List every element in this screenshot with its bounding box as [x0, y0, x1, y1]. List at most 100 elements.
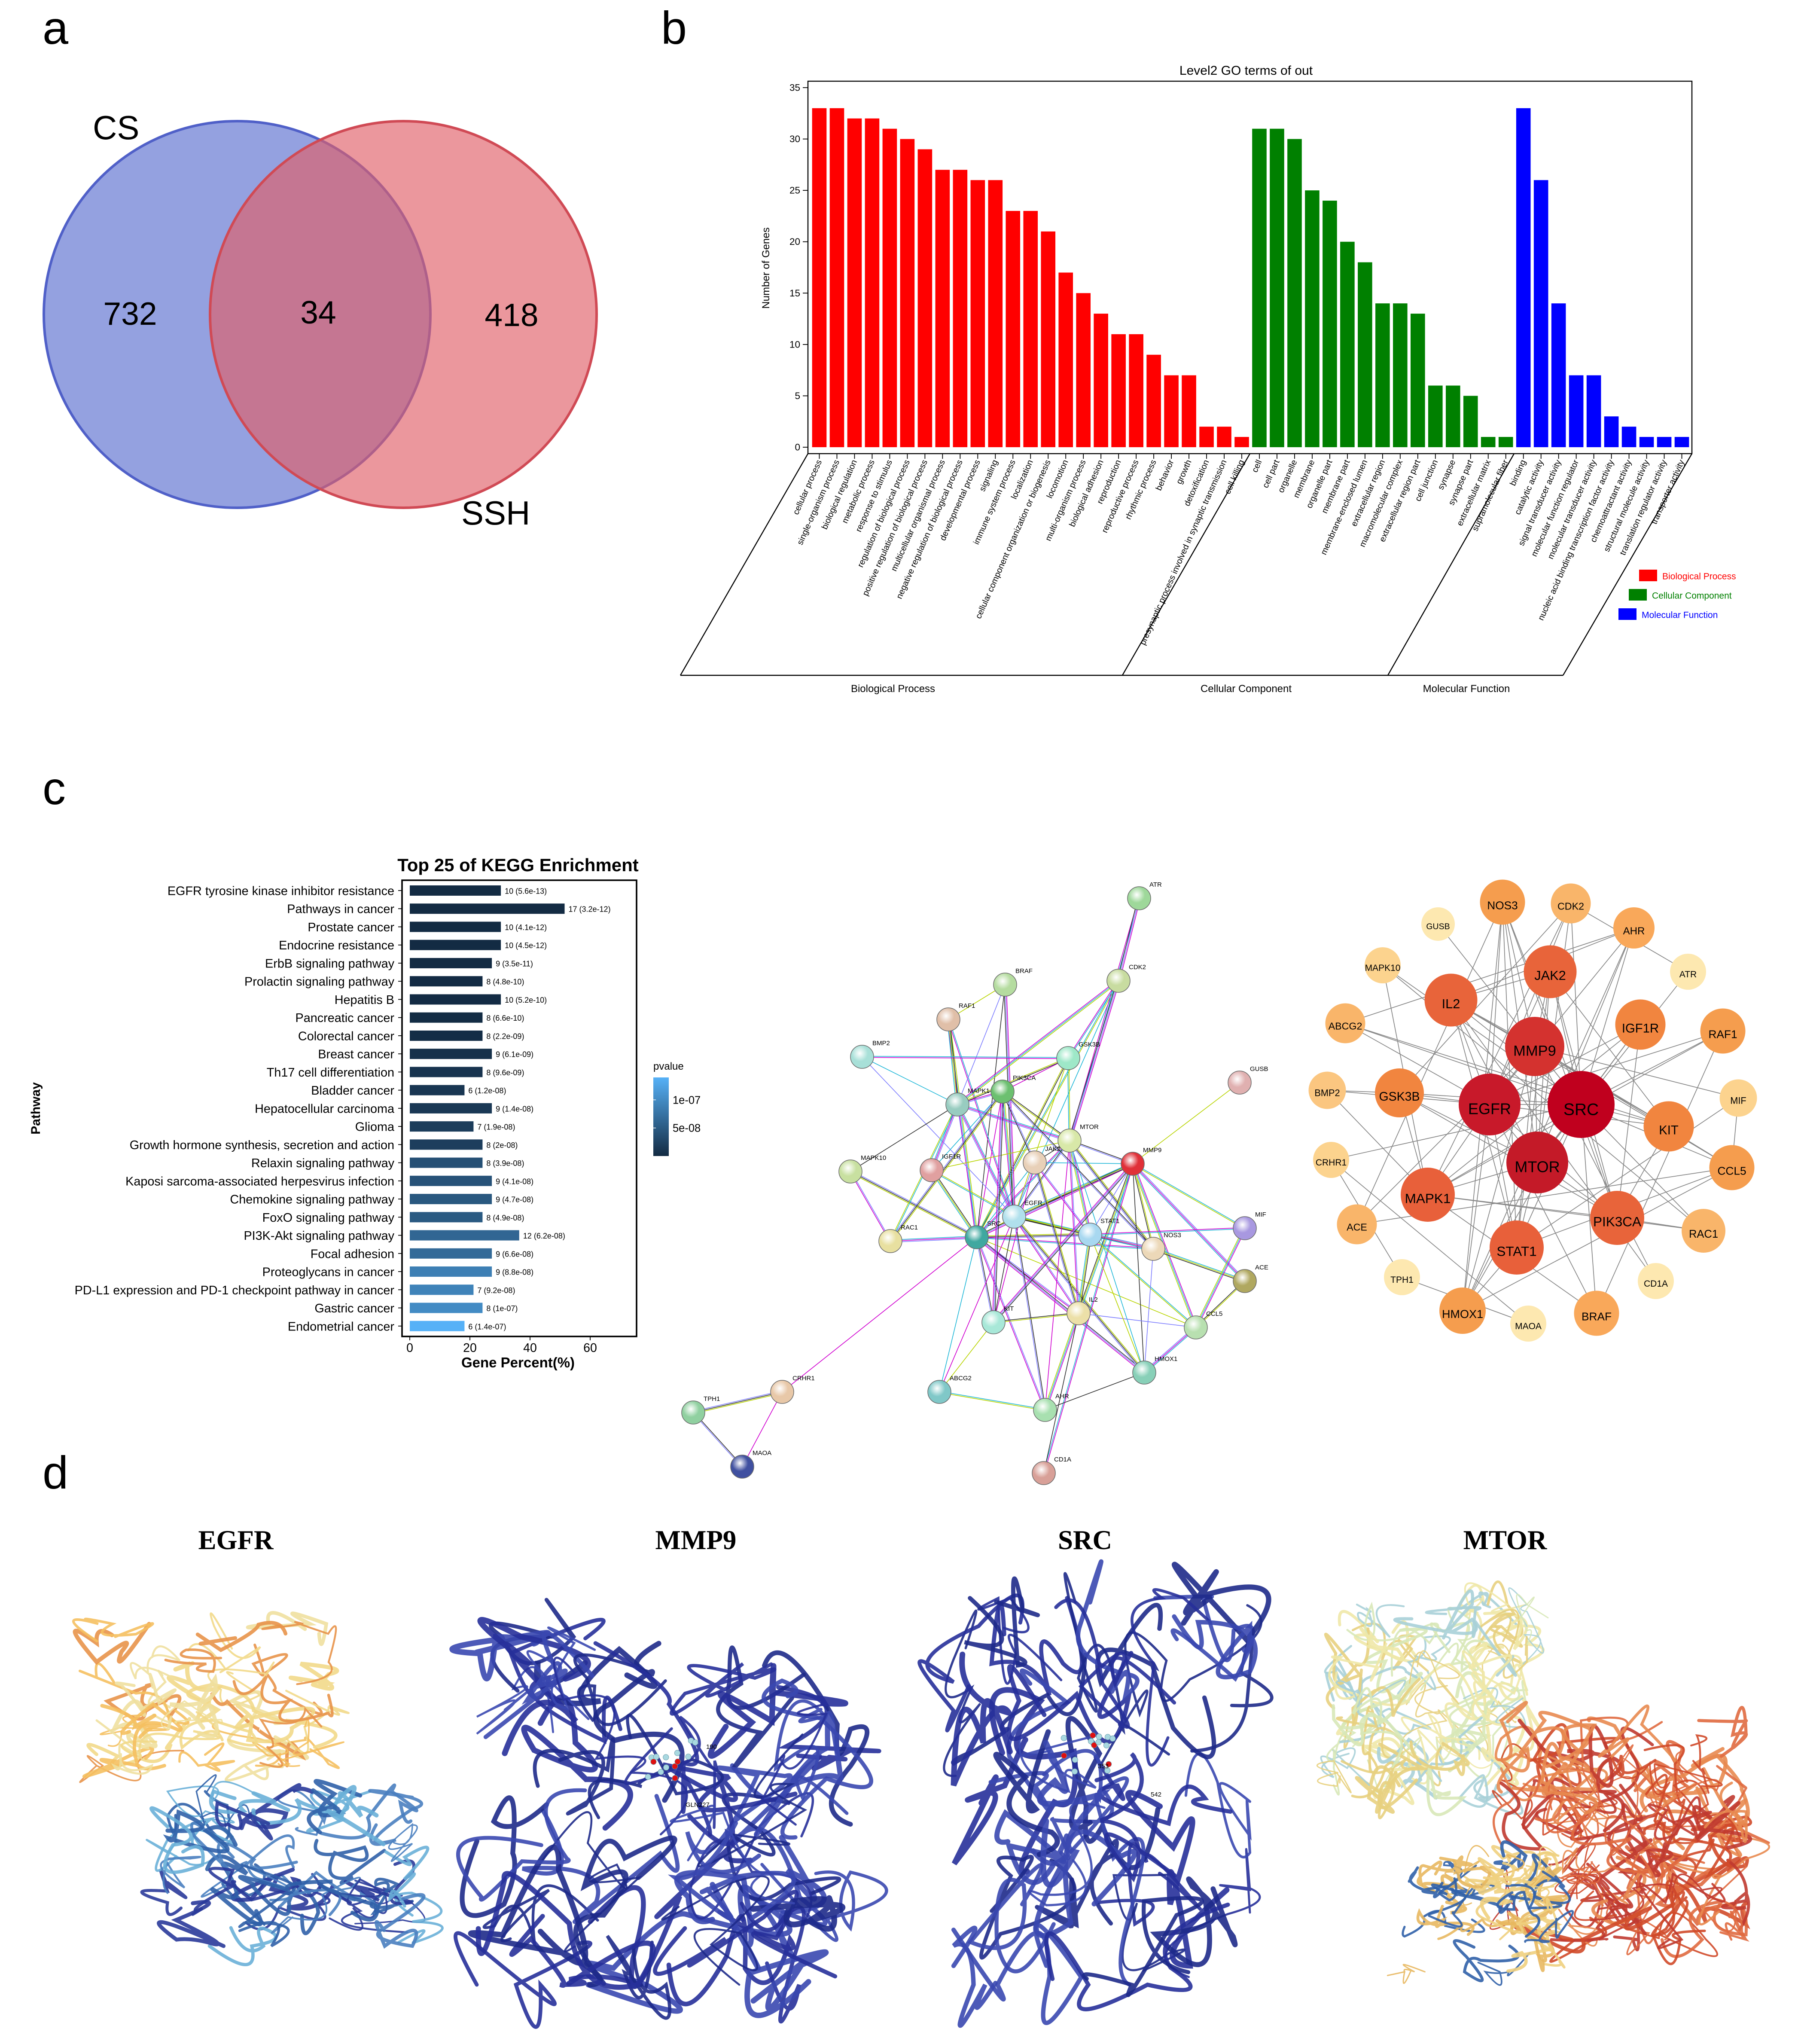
string-node[interactable]: RAC1 — [878, 1224, 918, 1253]
venn-circle-ssh — [209, 120, 598, 509]
go-bar — [1305, 190, 1320, 447]
hub-node[interactable]: HMOX1 — [1439, 1287, 1486, 1334]
go-bar — [1569, 375, 1584, 447]
hub-edge — [1462, 1104, 1490, 1311]
string-node[interactable]: BRAF — [993, 967, 1033, 997]
hub-node[interactable]: MAPK10 — [1365, 947, 1401, 983]
string-node[interactable]: MAOA — [730, 1449, 771, 1479]
string-edge — [939, 1391, 1045, 1410]
hub-node[interactable]: ACE — [1337, 1204, 1377, 1245]
string-node[interactable]: TPH1 — [681, 1395, 720, 1425]
protein-ribbon — [178, 1742, 235, 1772]
egfr-docking-structure — [72, 1611, 444, 1967]
hub-node-label: IL2 — [1442, 996, 1460, 1011]
string-node[interactable]: MAPK10 — [838, 1154, 886, 1184]
string-node[interactable]: BMP2 — [850, 1040, 890, 1069]
hub-node[interactable]: MIF — [1719, 1079, 1757, 1117]
hub-node[interactable]: KIT — [1643, 1101, 1694, 1152]
hub-node[interactable]: MTOR — [1506, 1132, 1568, 1193]
go-bar — [970, 180, 985, 447]
string-node[interactable]: IGF1R — [920, 1153, 961, 1182]
hub-node[interactable]: NOS3 — [1480, 879, 1525, 925]
string-node-label: ABCG2 — [950, 1375, 972, 1382]
hub-node[interactable]: AHR — [1613, 907, 1655, 949]
hub-node[interactable]: CRHR1 — [1313, 1142, 1349, 1178]
string-node[interactable]: STAT1 — [1078, 1217, 1119, 1247]
string-node[interactable]: CRHR1 — [770, 1375, 815, 1404]
mtor-docking-structure — [1317, 1580, 1770, 1986]
hub-node[interactable]: STAT1 — [1490, 1220, 1544, 1275]
hub-node[interactable]: MMP9 — [1505, 1017, 1564, 1076]
string-edge — [850, 1171, 977, 1238]
string-node[interactable]: RAF1 — [936, 1002, 975, 1031]
string-node[interactable]: SRC — [965, 1220, 1001, 1249]
string-node[interactable]: ABCG2 — [927, 1375, 972, 1404]
string-edge — [1045, 1140, 1070, 1410]
hub-node[interactable]: PIK3CA — [1590, 1191, 1644, 1245]
string-node[interactable]: IL2 — [1067, 1296, 1098, 1325]
kegg-pathway-label: EGFR tyrosine kinase inhibitor resistanc… — [168, 885, 394, 898]
string-edge — [1133, 1163, 1198, 1327]
string-node[interactable]: PIK3CA — [990, 1074, 1036, 1104]
residue-label: 542 — [1151, 1791, 1161, 1798]
string-node[interactable]: CCL5 — [1184, 1310, 1222, 1339]
string-node[interactable]: AHR — [1033, 1393, 1069, 1422]
string-edge — [1003, 1091, 1070, 1141]
hub-node[interactable]: IL2 — [1424, 973, 1478, 1027]
string-node[interactable]: HMOX1 — [1132, 1355, 1177, 1385]
protein-ribbon — [653, 1890, 838, 1979]
string-node[interactable]: NOS3 — [1141, 1232, 1181, 1261]
string-node[interactable]: EGFR — [1002, 1199, 1042, 1229]
hub-node[interactable]: CD1A — [1638, 1263, 1674, 1299]
hub-node[interactable]: RAF1 — [1700, 1008, 1746, 1054]
string-node[interactable]: MMP9 — [1121, 1147, 1161, 1176]
protein-ribbon — [593, 1641, 712, 1837]
protein-ribbon — [210, 1692, 306, 1767]
hub-node[interactable]: BRAF — [1574, 1290, 1619, 1336]
hub-node[interactable]: RAC1 — [1682, 1209, 1725, 1253]
string-node[interactable]: ACE — [1233, 1264, 1268, 1293]
string-node[interactable]: MAPK1 — [945, 1087, 990, 1117]
protein-ribbon — [1550, 1878, 1647, 1942]
string-node[interactable]: ATR — [1127, 881, 1162, 910]
go-bar — [953, 170, 968, 447]
hub-node[interactable]: IGF1R — [1615, 999, 1666, 1050]
string-edge — [1117, 898, 1139, 981]
string-edge — [1090, 1228, 1245, 1236]
string-node[interactable]: GUSB — [1228, 1065, 1268, 1095]
go-bar — [1657, 437, 1672, 447]
string-edge — [930, 1171, 976, 1238]
string-node[interactable]: MIF — [1233, 1211, 1266, 1240]
string-node-ball — [1033, 1398, 1057, 1422]
string-node[interactable]: CDK2 — [1106, 964, 1146, 993]
hub-node[interactable]: ABCG2 — [1325, 1003, 1365, 1043]
hub-node[interactable]: GUSB — [1421, 907, 1455, 941]
hub-node[interactable]: CCL5 — [1709, 1145, 1755, 1190]
string-node[interactable]: KIT — [981, 1305, 1014, 1334]
hub-node[interactable]: EGFR — [1459, 1074, 1521, 1135]
string-edge — [977, 1237, 1046, 1410]
hub-node-label: IGF1R — [1622, 1022, 1659, 1035]
hub-node[interactable]: GSK3B — [1375, 1068, 1424, 1117]
hub-node[interactable]: MAOA — [1510, 1306, 1546, 1342]
protein-ribbon — [384, 1846, 430, 1908]
hub-node-label: HMOX1 — [1442, 1308, 1483, 1321]
go-bar — [1358, 262, 1372, 447]
hub-node[interactable]: SRC — [1548, 1071, 1615, 1138]
string-node[interactable]: CD1A — [1032, 1456, 1071, 1485]
string-node[interactable]: GSK3B — [1056, 1041, 1100, 1070]
hub-node[interactable]: MAPK1 — [1401, 1168, 1455, 1222]
hub-node[interactable]: ATR — [1670, 954, 1706, 990]
hub-node[interactable]: BMP2 — [1308, 1071, 1346, 1109]
hub-node[interactable]: TPH1 — [1384, 1259, 1420, 1295]
venn-count-ssh-only: 418 — [485, 297, 538, 333]
string-edge — [1195, 1228, 1245, 1328]
string-node[interactable]: JAK2 — [1023, 1145, 1061, 1175]
string-edge — [1014, 1164, 1134, 1218]
string-node[interactable]: MTOR — [1057, 1123, 1099, 1153]
go-bar — [1428, 385, 1443, 447]
string-node-label: HMOX1 — [1155, 1355, 1177, 1363]
hub-node[interactable]: JAK2 — [1524, 945, 1577, 998]
hub-node[interactable]: CDK2 — [1551, 883, 1591, 924]
